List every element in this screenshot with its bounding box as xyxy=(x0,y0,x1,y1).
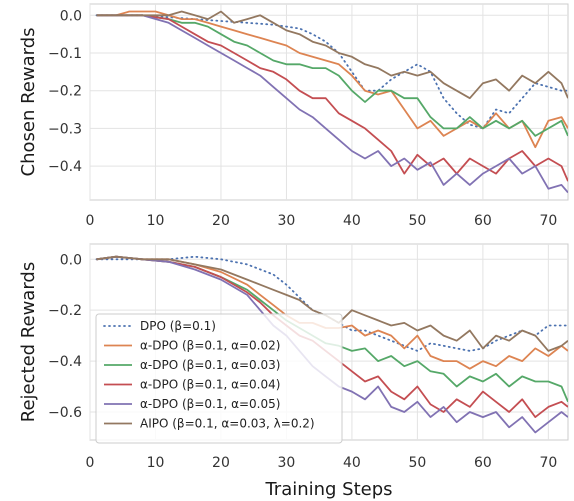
y-tick-label: −0.2 xyxy=(48,84,82,100)
series-line-alpha-dpo-beta-0-1-alpha-0-02 xyxy=(96,10,568,149)
y-axis-label: Rejected Rewards xyxy=(18,262,39,422)
series-line-aipo-beta-0-1-alpha-0-03-lambda-0-2 xyxy=(96,255,568,352)
x-tick-label: 30 xyxy=(278,213,296,229)
y-tick-label: −0.6 xyxy=(48,405,82,421)
series-line-aipo-beta-0-1-alpha-0-03-lambda-0-2 xyxy=(96,10,568,100)
legend-label-alpha-dpo-beta-0-1-alpha-0-03: α-DPO (β=0.1, α=0.03) xyxy=(140,358,280,372)
x-tick-label: 30 xyxy=(278,455,296,471)
y-tick-label: −0.2 xyxy=(48,303,82,319)
x-tick-label: 70 xyxy=(539,455,557,471)
x-tick-label: 40 xyxy=(343,455,361,471)
x-tick-label: 70 xyxy=(539,213,557,229)
y-tick-label: −0.3 xyxy=(48,121,82,137)
x-tick-label: 10 xyxy=(147,455,165,471)
legend-label-dpo-beta-0-1: DPO (β=0.1) xyxy=(140,319,216,333)
legend-label-alpha-dpo-beta-0-1-alpha-0-05: α-DPO (β=0.1, α=0.05) xyxy=(140,397,280,411)
y-tick-label: −0.4 xyxy=(48,159,82,175)
series-line-alpha-dpo-beta-0-1-alpha-0-03 xyxy=(96,14,568,137)
y-tick-label: −0.4 xyxy=(48,354,82,370)
x-axis-label: Training Steps xyxy=(264,479,392,500)
series-line-alpha-dpo-beta-0-1-alpha-0-05 xyxy=(96,14,568,194)
legend-label-aipo-beta-0-1-alpha-0-03-lambda-0-2: AIPO (β=0.1, α=0.03, λ=0.2) xyxy=(140,417,315,431)
series-line-dpo-beta-0-1 xyxy=(95,255,568,352)
y-tick-label: 0.0 xyxy=(60,8,82,24)
series-line-alpha-dpo-beta-0-1-alpha-0-05 xyxy=(96,255,568,434)
x-tick-label: 20 xyxy=(212,213,230,229)
x-tick-label: 10 xyxy=(147,213,165,229)
x-tick-label: 50 xyxy=(408,213,426,229)
x-tick-label: 60 xyxy=(474,455,492,471)
legend-label-alpha-dpo-beta-0-1-alpha-0-04: α-DPO (β=0.1, α=0.04) xyxy=(140,378,280,392)
x-tick-label: 40 xyxy=(343,213,361,229)
series-line-alpha-dpo-beta-0-1-alpha-0-04 xyxy=(96,255,568,419)
x-tick-label: 50 xyxy=(408,455,426,471)
legend-label-alpha-dpo-beta-0-1-alpha-0-02: α-DPO (β=0.1, α=0.02) xyxy=(140,339,280,353)
y-tick-label: −0.1 xyxy=(48,46,82,62)
legend-box xyxy=(95,313,343,444)
x-tick-label: 0 xyxy=(86,455,95,471)
legend: DPO (β=0.1) α-DPO (β=0.1, α=0.02) α-DPO (β… xyxy=(95,313,343,444)
chosen-rewards-panel: 0 10 20 30 40 50 60 70 0.0 −0.1 −0.2 −0.3 −0.4 Chosen… xyxy=(18,3,569,229)
series-line-alpha-dpo-beta-0-1-alpha-0-04 xyxy=(96,14,568,182)
y-axis-label: Chosen Rewards xyxy=(18,28,39,177)
series-line-alpha-dpo-beta-0-1-alpha-0-02 xyxy=(96,255,568,370)
x-tick-label: 20 xyxy=(212,455,230,471)
y-tick-label: 0.0 xyxy=(60,252,82,268)
x-tick-label: 60 xyxy=(474,213,492,229)
x-tick-label: 0 xyxy=(86,213,95,229)
